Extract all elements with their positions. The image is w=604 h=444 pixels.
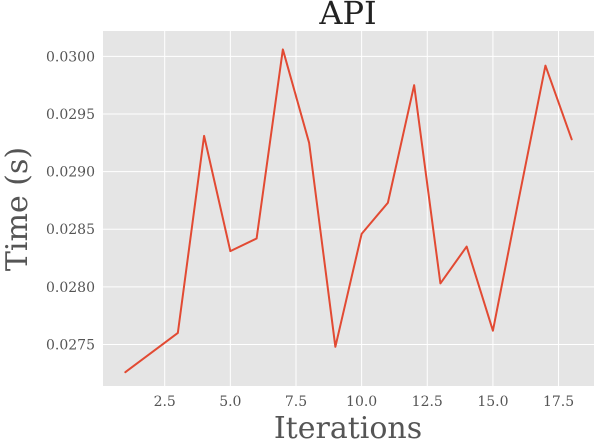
- x-tick-label: 5.0: [219, 394, 241, 410]
- x-tick-label: 10.0: [346, 394, 377, 410]
- x-axis-ticks: 2.5 5.0 7.5 10.0 12.5 15.0 17.5: [154, 394, 575, 410]
- series-line: [124, 48, 573, 374]
- chart-title: API: [318, 0, 376, 32]
- y-tick-label: 0.0275: [46, 338, 95, 354]
- x-tick-label: 12.5: [412, 394, 443, 410]
- y-axis-label: Time (s): [0, 147, 35, 271]
- x-tick-label: 17.5: [543, 394, 574, 410]
- y-tick-label: 0.0280: [46, 280, 95, 296]
- x-tick-label: 2.5: [154, 394, 176, 410]
- y-tick-label: 0.0295: [46, 107, 95, 123]
- y-axis-ticks: 0.0275 0.0280 0.0285 0.0290 0.0295 0.0300: [46, 49, 95, 353]
- y-tick-label: 0.0285: [46, 222, 95, 238]
- plot-area-background: [103, 31, 594, 386]
- series-layer: [124, 48, 573, 374]
- y-tick-label: 0.0300: [46, 49, 95, 65]
- x-axis-label: Iterations: [274, 411, 422, 444]
- x-tick-label: 15.0: [477, 394, 508, 410]
- y-tick-label: 0.0290: [46, 165, 95, 181]
- x-tick-label: 7.5: [285, 394, 307, 410]
